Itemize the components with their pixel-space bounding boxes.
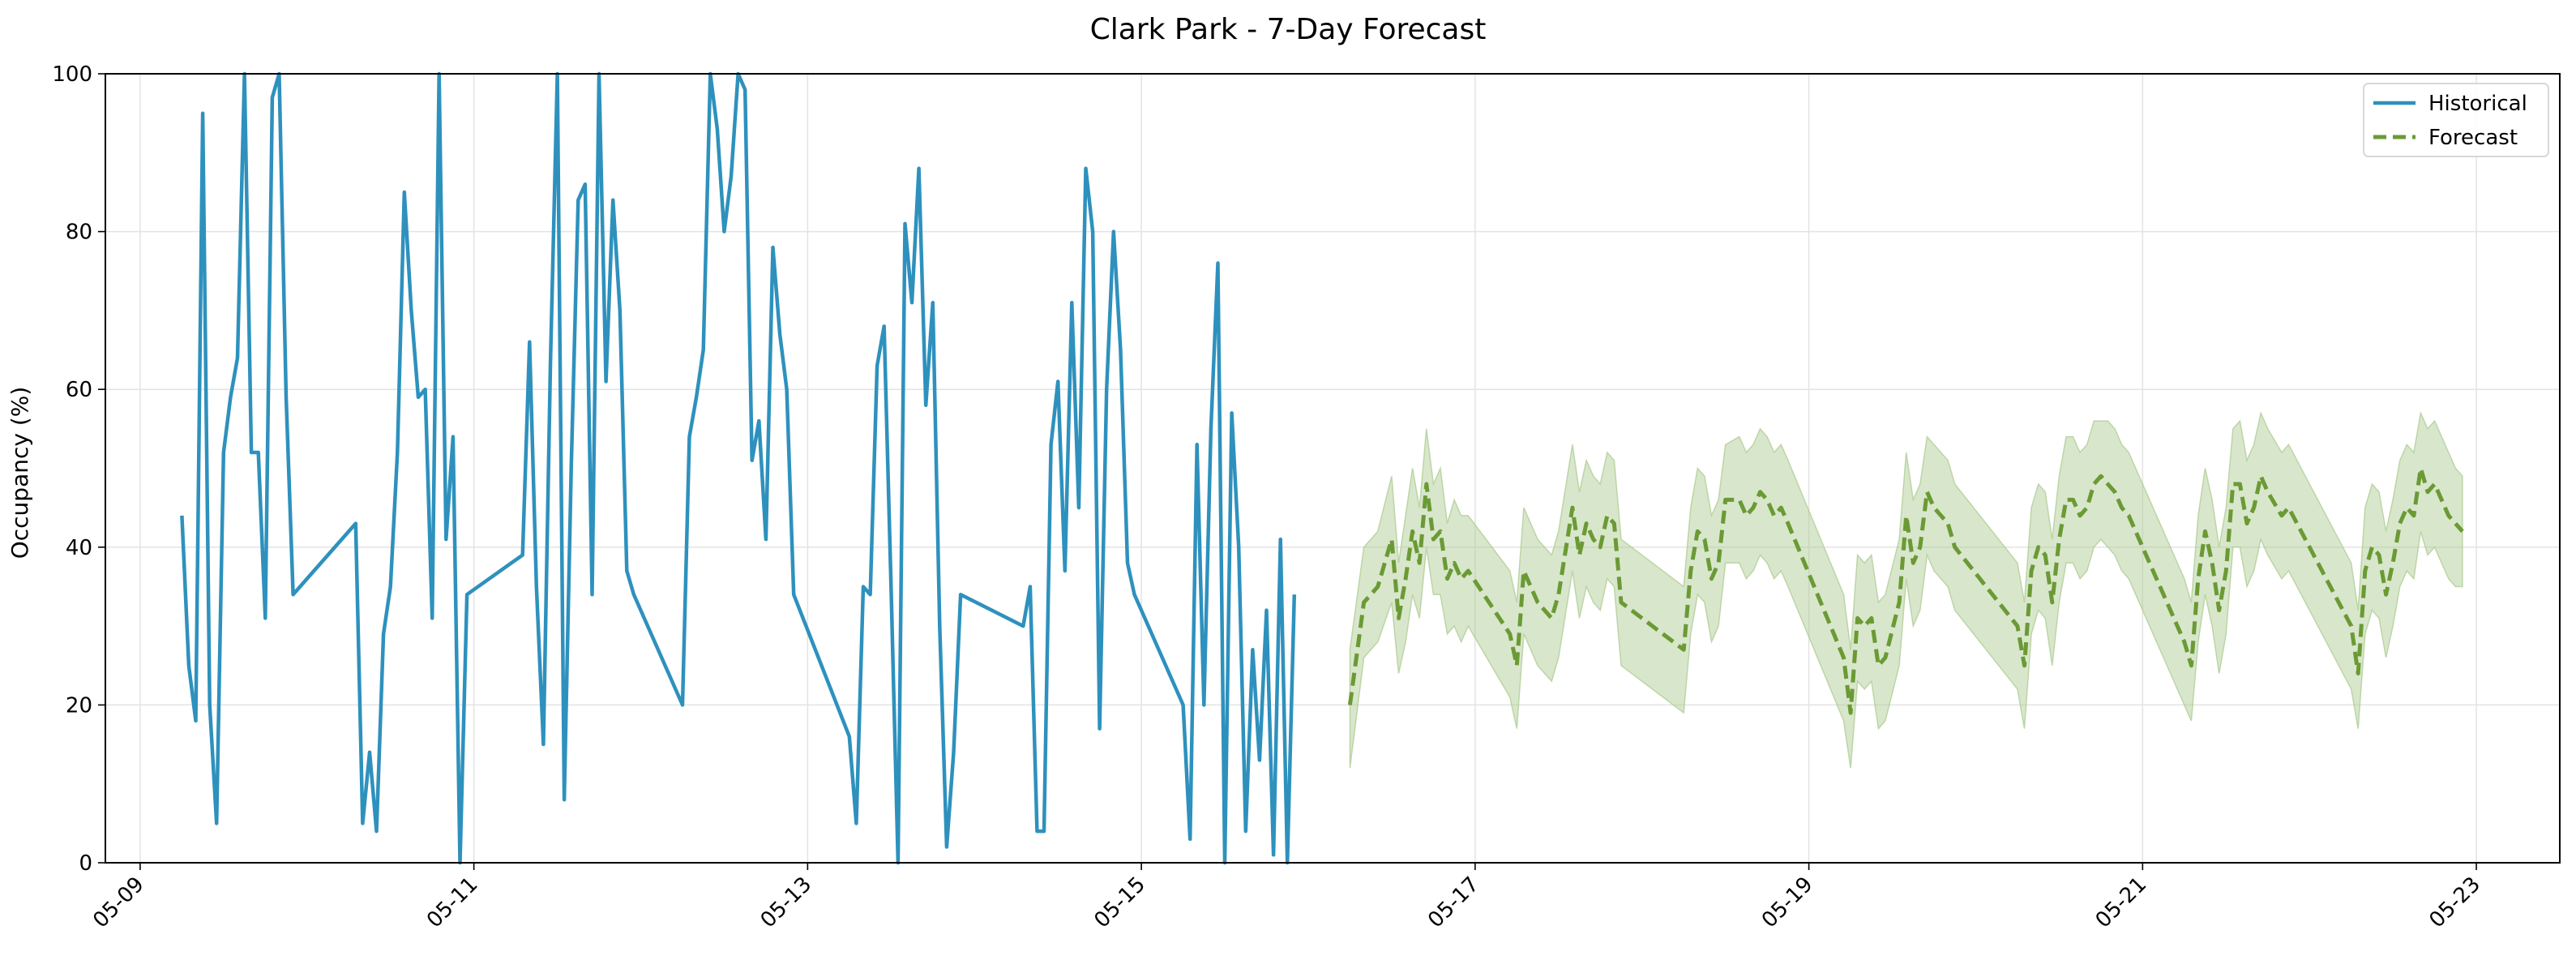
y-tick-label: 60 <box>66 378 92 402</box>
y-tick-label: 80 <box>66 221 92 245</box>
forecast-series-line <box>1347 466 2464 715</box>
y-axis-title: Occupancy (%) <box>6 387 33 559</box>
y-tick-label: 40 <box>66 536 92 560</box>
legend: Historical Forecast <box>2363 83 2549 157</box>
y-tick-label: 20 <box>66 693 92 718</box>
y-tick-label: 100 <box>52 62 92 87</box>
legend-forecast-label: Forecast <box>2428 126 2518 150</box>
plot-frame <box>105 73 2561 864</box>
chart-title: Clark Park - 7-Day Forecast <box>1090 13 1487 46</box>
legend-historical-label: Historical <box>2428 92 2527 116</box>
forecast-confidence-band <box>1349 410 2463 769</box>
forecast-confidence-band-layer <box>1349 410 2463 769</box>
y-tick-label: 0 <box>79 851 92 876</box>
